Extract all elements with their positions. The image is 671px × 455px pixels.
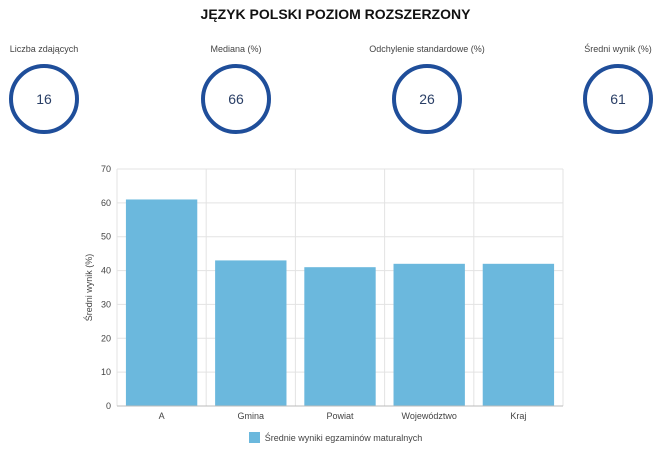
stat-stddev: Odchylenie standardowe (%) 26	[347, 42, 507, 134]
stat-count: Liczba zdających 16	[0, 42, 124, 134]
stat-stddev-label: Odchylenie standardowe (%)	[369, 44, 485, 54]
stat-mean-ring: 61	[583, 64, 653, 134]
page-title: JĘZYK POLSKI POZIOM ROZSZERZONY	[200, 6, 471, 22]
y-tick-label: 20	[101, 333, 111, 343]
bar	[482, 263, 555, 406]
bar	[304, 267, 376, 406]
bar	[125, 199, 198, 406]
y-tick-label: 70	[101, 164, 111, 174]
stat-median-value: 66	[228, 91, 244, 107]
y-tick-label: 0	[106, 401, 111, 411]
stat-median-ring: 66	[201, 64, 271, 134]
y-tick-label: 60	[101, 198, 111, 208]
x-tick-label: Kraj	[510, 411, 526, 421]
y-tick-label: 40	[101, 266, 111, 276]
stat-count-ring: 16	[9, 64, 79, 134]
x-tick-label: Gmina	[238, 411, 265, 421]
legend-label: Średnie wyniki egzaminów maturalnych	[264, 432, 423, 443]
y-tick-label: 10	[101, 367, 111, 377]
stat-median-label: Mediana (%)	[210, 44, 262, 54]
bar	[393, 263, 465, 406]
stat-stddev-value: 26	[419, 91, 435, 107]
stat-mean: Średni wynik (%) 61	[538, 42, 671, 134]
y-tick-label: 50	[101, 232, 111, 242]
chart-legend[interactable]: Średnie wyniki egzaminów maturalnych	[0, 432, 671, 443]
y-tick-label: 30	[101, 299, 111, 309]
stat-mean-label: Średni wynik (%)	[584, 44, 652, 54]
bar	[215, 260, 287, 406]
x-tick-label: Powiat	[326, 411, 354, 421]
legend-swatch	[248, 432, 260, 443]
bar-chart: 0 10 20 30 40 50 60 70 A Gmina Powiat Województwo Kr…	[83, 164, 564, 421]
stat-stddev-ring: 26	[392, 64, 462, 134]
x-tick-label: Województwo	[402, 411, 457, 421]
y-axis-label: Średni wynik (%)	[83, 254, 94, 322]
stat-median: Mediana (%) 66	[156, 42, 316, 134]
stat-mean-value: 61	[610, 91, 626, 107]
stat-count-value: 16	[36, 91, 52, 107]
stat-count-label: Liczba zdających	[9, 44, 79, 54]
x-tick-label: A	[159, 411, 165, 421]
